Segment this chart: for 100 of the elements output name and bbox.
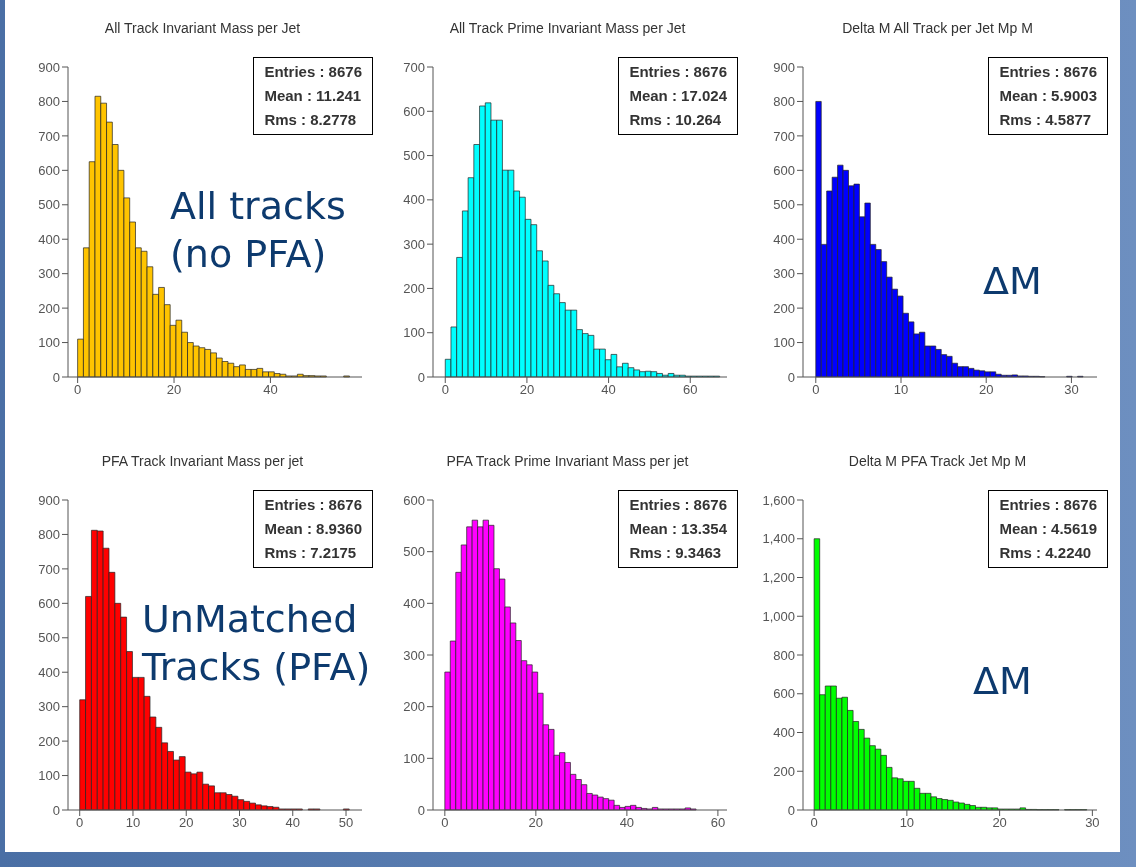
annotation: Rms : 4.5877 (999, 110, 1093, 130)
annotation: Mean : 4.5619 (999, 519, 1097, 539)
x-tick-label: 20 (992, 815, 1007, 831)
y-tick-label: 500 (38, 630, 60, 646)
x-tick-label: 60 (710, 815, 726, 831)
y-tick-label: 400 (38, 664, 60, 680)
y-tick-label: 600 (403, 103, 425, 119)
annotation: Mean : 13.354 (629, 519, 727, 539)
x-tick-label: 20 (166, 382, 182, 398)
x-tick-label: 0 (812, 382, 820, 398)
x-tick-label: 20 (978, 382, 994, 398)
y-tick-label: 100 (773, 335, 795, 351)
y-tick-label: 500 (403, 544, 425, 560)
y-tick-label: 0 (52, 802, 60, 818)
y-tick-label: 0 (417, 802, 425, 818)
x-tick-label: 50 (338, 815, 354, 831)
x-tick-label: 10 (125, 815, 141, 831)
chart-title: All Track Prime Invariant Mass per Jet (448, 20, 687, 36)
y-tick-label: 200 (773, 300, 795, 316)
y-tick-label: 100 (403, 750, 425, 766)
y-tick-label: 800 (773, 647, 795, 663)
y-tick-label: 0 (52, 369, 60, 385)
y-tick-label: 1,600 (762, 492, 795, 508)
y-tick-label: 300 (403, 647, 425, 663)
annotation: Entries : 8676 (264, 495, 362, 515)
y-tick-label: 600 (38, 162, 60, 178)
y-tick-label: 600 (773, 162, 795, 178)
y-tick-label: 300 (403, 236, 425, 252)
y-tick-label: 100 (403, 325, 425, 341)
x-tick-label: 30 (1064, 382, 1079, 398)
y-tick-label: 900 (773, 59, 795, 75)
y-tick-label: 600 (773, 686, 795, 702)
y-tick-label: 200 (403, 699, 425, 715)
y-tick-label: 500 (38, 197, 60, 213)
y-tick-label: 600 (403, 492, 425, 508)
x-tick-label: 0 (441, 382, 449, 398)
x-tick-label: 20 (519, 382, 535, 398)
y-tick-label: 300 (38, 699, 60, 715)
chart-title: Delta M PFA Track Jet Mp M (847, 453, 1028, 469)
y-tick-label: 300 (38, 266, 60, 282)
annotation: Entries : 8676 (629, 495, 727, 515)
annotation: Mean : 11.241 (264, 86, 362, 106)
y-tick-label: 100 (38, 335, 60, 351)
y-tick-label: 400 (773, 725, 795, 741)
y-tick-label: 900 (38, 492, 60, 508)
y-tick-label: 1,200 (762, 570, 795, 586)
y-tick-label: 200 (38, 300, 60, 316)
y-tick-label: 600 (38, 595, 60, 611)
x-tick-label: 40 (619, 815, 635, 831)
y-tick-label: 700 (773, 128, 795, 144)
x-tick-label: 40 (601, 382, 616, 398)
x-tick-label: 30 (1085, 815, 1100, 831)
annotation: Entries : 8676 (999, 62, 1097, 82)
y-tick-label: 200 (403, 281, 425, 297)
y-tick-label: 0 (787, 802, 795, 818)
y-tick-label: 900 (38, 59, 60, 75)
x-tick-label: 40 (285, 815, 300, 831)
annotation: ΔM (973, 658, 1033, 705)
y-tick-label: 100 (38, 768, 60, 784)
x-tick-label: 60 (683, 382, 698, 398)
y-tick-label: 200 (38, 733, 60, 749)
annotation: All tracks (no PFA) (170, 183, 347, 278)
annotation: Rms : 10.264 (629, 110, 723, 130)
annotation: Rms : 7.2175 (264, 543, 358, 563)
x-tick-label: 20 (528, 815, 544, 831)
annotation: Mean : 8.9360 (264, 519, 362, 539)
annotation: Mean : 5.9003 (999, 86, 1097, 106)
annotation: Mean : 17.024 (629, 86, 727, 106)
x-tick-label: 0 (74, 382, 82, 398)
y-tick-label: 400 (403, 595, 425, 611)
chart-title: PFA Track Prime Invariant Mass per jet (445, 453, 690, 469)
y-tick-label: 1,000 (762, 608, 795, 624)
annotation: ΔM (983, 258, 1043, 305)
y-tick-label: 500 (773, 197, 795, 213)
y-tick-label: 300 (773, 266, 795, 282)
x-tick-label: 10 (893, 382, 909, 398)
x-tick-label: 30 (232, 815, 247, 831)
chart-title: PFA Track Invariant Mass per jet (100, 453, 305, 469)
y-tick-label: 1,400 (762, 531, 795, 547)
x-tick-label: 0 (76, 815, 84, 831)
y-tick-label: 800 (38, 527, 60, 543)
y-tick-label: 0 (787, 369, 795, 385)
y-tick-label: 400 (38, 231, 60, 247)
y-tick-label: 400 (773, 231, 795, 247)
y-tick-label: 0 (417, 369, 425, 385)
annotation: Rms : 9.3463 (629, 543, 723, 563)
x-tick-label: 20 (179, 815, 194, 831)
y-tick-label: 700 (38, 128, 60, 144)
y-tick-label: 800 (773, 94, 795, 110)
annotation: Rms : 8.2778 (264, 110, 358, 130)
annotation: Entries : 8676 (264, 62, 362, 82)
x-tick-label: 0 (441, 815, 449, 831)
y-tick-label: 700 (403, 59, 425, 75)
annotation: Rms : 4.2240 (999, 543, 1093, 563)
x-tick-label: 10 (899, 815, 915, 831)
x-tick-label: 40 (263, 382, 278, 398)
annotation: UnMatched Tracks (PFA) (142, 597, 371, 689)
annotation: Entries : 8676 (629, 62, 727, 82)
y-tick-label: 400 (403, 192, 425, 208)
x-tick-label: 0 (810, 815, 818, 831)
